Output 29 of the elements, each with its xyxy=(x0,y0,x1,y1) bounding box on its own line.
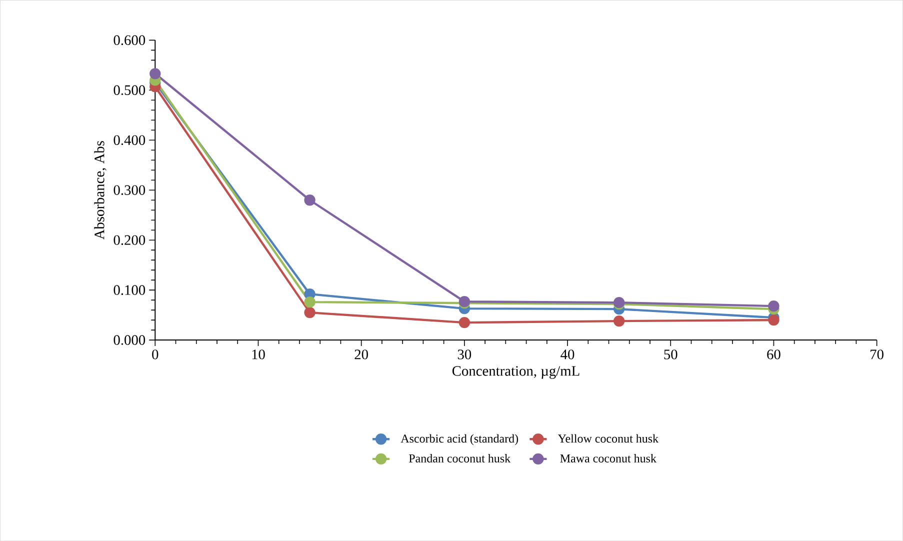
point xyxy=(768,314,780,326)
point xyxy=(304,296,316,308)
x-tick-label: 70 xyxy=(870,349,884,360)
point xyxy=(613,315,625,327)
legend-label: Pandan coconut husk xyxy=(408,454,511,462)
legend-label: Ascorbic acid (standard) xyxy=(400,434,518,446)
x-tick-label: 10 xyxy=(252,349,265,360)
point xyxy=(304,194,316,206)
point xyxy=(458,316,470,328)
x-tick-label: 40 xyxy=(560,349,574,360)
point xyxy=(768,300,780,312)
x-tick-label: 60 xyxy=(767,349,780,360)
x-tick-label: 30 xyxy=(458,349,472,360)
y-axis-title: Absorbance, Abs xyxy=(94,140,106,240)
y-tick-label: 0.200 xyxy=(114,235,146,245)
legend-label: Yellow coconut husk xyxy=(558,434,659,443)
point xyxy=(304,306,316,318)
x-axis-title: Concentration, µg/mL xyxy=(452,366,580,379)
y-tick-label: 0.600 xyxy=(114,35,146,45)
y-tick-label: 0.100 xyxy=(114,285,146,295)
x-tick-label: 20 xyxy=(354,349,368,360)
x-tick-label: 50 xyxy=(664,349,678,360)
point xyxy=(150,68,161,80)
legend-label: Mawa coconut husk xyxy=(560,454,656,462)
y-tick-label: 0.500 xyxy=(114,85,146,95)
y-tick-label: 0.400 xyxy=(114,135,146,145)
x-tick-label: 0 xyxy=(152,349,158,360)
y-tick-label: 0.300 xyxy=(114,185,146,195)
y-tick-label: 0.000 xyxy=(114,335,146,345)
